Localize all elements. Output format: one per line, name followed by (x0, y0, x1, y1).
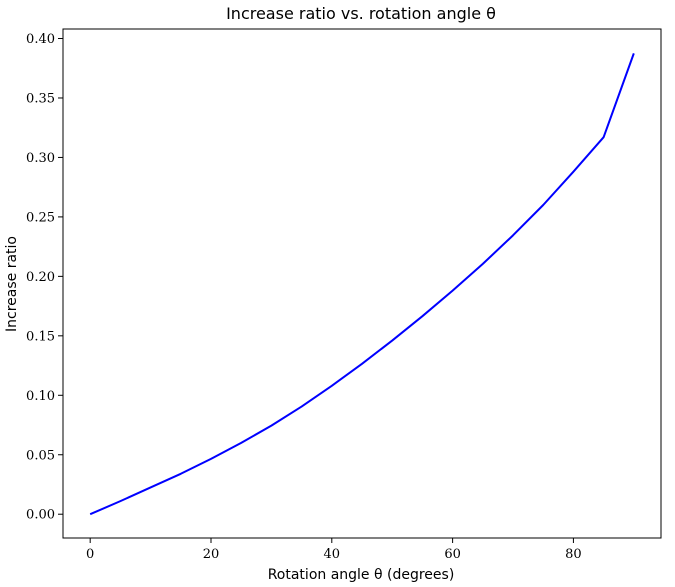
y-tick-label: 0.40 (26, 32, 55, 47)
y-tick-label: 0.20 (26, 270, 55, 285)
y-tick-label: 0.00 (26, 508, 55, 523)
x-axis-label: Rotation angle θ (degrees) (268, 567, 455, 583)
y-tick-label: 0.10 (26, 389, 55, 404)
x-axis: 0 20 40 60 80 (86, 538, 582, 562)
y-axis: 0.00 0.05 0.10 0.15 0.20 0.25 0.30 0.35 0.40 (26, 32, 63, 523)
plot-area (89, 53, 635, 516)
x-tick-label: 0 (86, 547, 94, 562)
x-tick-label: 80 (565, 547, 582, 562)
y-tick-label: 0.15 (26, 329, 55, 344)
chart-title: Increase ratio vs. rotation angle θ (226, 4, 496, 23)
x-tick-label: 40 (324, 547, 341, 562)
y-tick-label: 0.30 (26, 151, 55, 166)
y-axis-label: Increase ratio (4, 236, 20, 332)
y-tick-label: 0.05 (26, 448, 55, 463)
x-tick-label: 20 (203, 547, 220, 562)
plot-frame (62, 28, 662, 539)
y-tick-label: 0.25 (26, 210, 55, 225)
y-tick-label: 0.35 (26, 91, 55, 106)
x-tick-label: 60 (444, 547, 461, 562)
series-line (89, 53, 635, 516)
